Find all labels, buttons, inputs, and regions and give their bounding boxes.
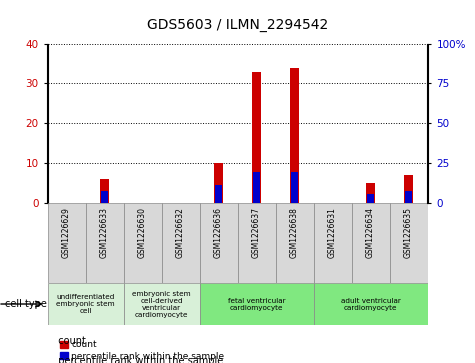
Bar <box>124 203 162 283</box>
Text: undifferentiated
embryonic stem
cell: undifferentiated embryonic stem cell <box>56 294 115 314</box>
Text: GSM1226636: GSM1226636 <box>214 207 223 258</box>
Bar <box>48 283 124 325</box>
Bar <box>86 203 124 283</box>
Bar <box>238 203 276 283</box>
Text: GSM1226631: GSM1226631 <box>328 207 337 258</box>
Text: GSM1226630: GSM1226630 <box>138 207 147 258</box>
Bar <box>200 283 314 325</box>
Text: count: count <box>52 336 86 346</box>
Bar <box>252 72 261 203</box>
Bar <box>366 183 375 203</box>
Text: cell type: cell type <box>5 299 47 309</box>
Bar <box>404 175 413 203</box>
Bar <box>314 203 352 283</box>
Bar <box>276 203 314 283</box>
Text: GSM1226637: GSM1226637 <box>252 207 261 258</box>
Text: GSM1226634: GSM1226634 <box>366 207 375 258</box>
Text: embryonic stem
cell-derived
ventricular
cardiomyocyte: embryonic stem cell-derived ventricular … <box>132 290 191 318</box>
Bar <box>48 203 86 283</box>
Bar <box>291 172 298 203</box>
Text: GDS5603 / ILMN_2294542: GDS5603 / ILMN_2294542 <box>147 18 328 32</box>
Text: GSM1226632: GSM1226632 <box>176 207 185 258</box>
Bar <box>253 172 260 203</box>
Bar <box>200 203 238 283</box>
Text: adult ventricular
cardiomyocyte: adult ventricular cardiomyocyte <box>341 298 400 310</box>
Bar <box>314 283 428 325</box>
Bar <box>367 194 374 203</box>
Text: fetal ventricular
cardiomyocyte: fetal ventricular cardiomyocyte <box>228 298 285 310</box>
Bar <box>405 191 412 203</box>
Bar <box>101 191 108 203</box>
Text: GSM1226635: GSM1226635 <box>404 207 413 258</box>
Bar <box>162 203 199 283</box>
Bar <box>100 179 109 203</box>
Bar <box>124 283 200 325</box>
Text: GSM1226633: GSM1226633 <box>100 207 109 258</box>
Bar <box>390 203 428 283</box>
Bar <box>352 203 390 283</box>
Text: GSM1226638: GSM1226638 <box>290 207 299 258</box>
Bar <box>215 185 222 203</box>
Legend: count, percentile rank within the sample: count, percentile rank within the sample <box>57 337 228 363</box>
Bar <box>214 163 223 203</box>
Text: GSM1226629: GSM1226629 <box>62 207 71 258</box>
Bar <box>290 68 299 203</box>
Text: percentile rank within the sample: percentile rank within the sample <box>52 356 224 363</box>
